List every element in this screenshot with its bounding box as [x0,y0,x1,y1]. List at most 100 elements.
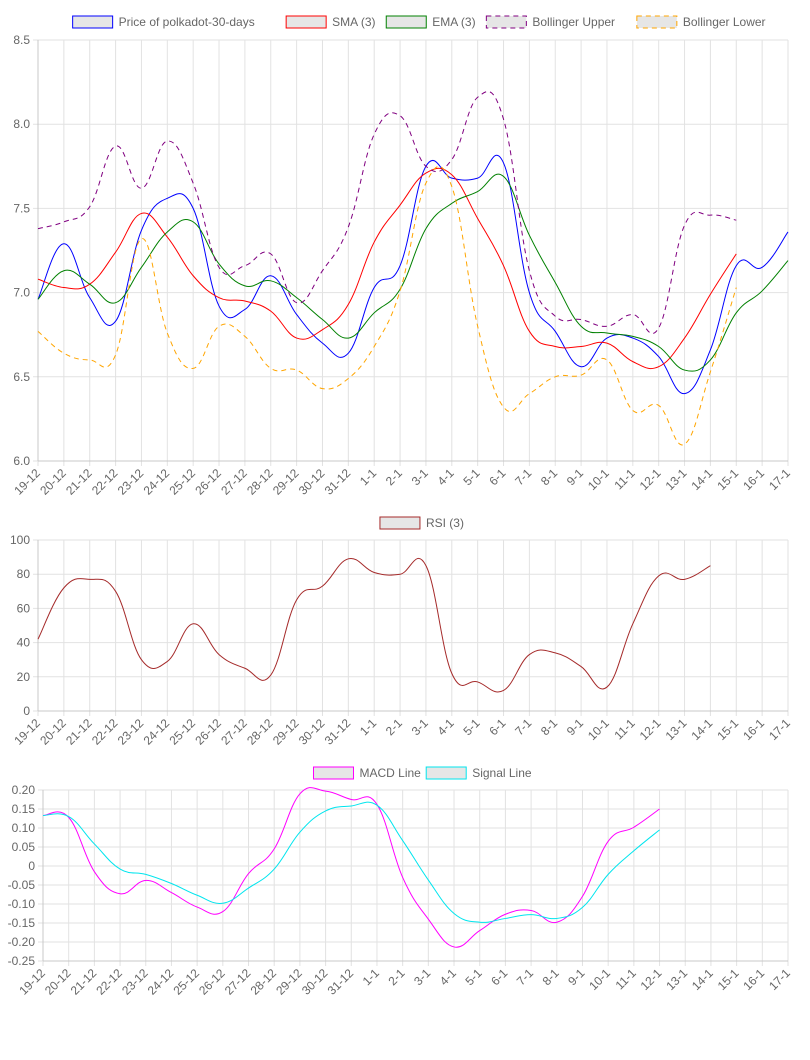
x-tick-label: 2-1 [385,966,407,988]
x-tick-label: 17-1 [766,966,793,993]
x-tick-label: 20-12 [37,466,69,498]
y-tick-label: 8.0 [13,117,30,131]
y-tick-label: 80 [17,567,31,581]
x-tick-label: 8-1 [538,716,560,738]
x-tick-label: 23-12 [119,966,151,998]
x-tick-label: 24-12 [141,716,173,748]
x-tick-label: 11-1 [612,716,638,742]
legend-item: Signal Line [425,766,532,780]
x-tick-label: 5-1 [460,466,482,488]
x-tick-label: 27-12 [218,466,250,498]
x-tick-label: 30-12 [296,716,328,748]
legend-item: Price of polkadot-30-days [72,15,255,29]
x-tick-label: 3-1 [411,966,433,988]
legend: MACD Line Signal Line [313,766,532,780]
x-tick-label: 23-12 [115,716,147,748]
y-tick-label: 100 [10,533,30,547]
x-tick-label: 9-1 [564,466,586,488]
y-tick-label: 0.10 [12,821,36,835]
x-tick-label: 12-1 [638,966,665,993]
legend-label: Price of polkadot-30-days [119,15,255,29]
x-tick-label: 15-1 [714,466,741,493]
x-tick-label: 26-12 [192,716,224,748]
legend-swatch [636,15,678,29]
x-tick-label: 10-1 [586,966,613,993]
x-tick-label: 26-12 [192,466,224,498]
y-tick-label: 40 [17,636,31,650]
x-tick-label: 28-12 [248,966,280,998]
x-tick-label: 30-12 [296,466,328,498]
series-line-1 [42,787,660,948]
y-tick-label: 0.05 [12,840,36,854]
legend-label: RSI (3) [426,516,464,530]
x-tick-label: 13-1 [663,966,690,993]
x-tick-label: 1-1 [357,466,379,488]
x-tick-label: 4-1 [435,466,457,488]
x-tick-label: 23-12 [115,466,147,498]
x-tick-label: 22-12 [93,966,125,998]
y-tick-label: -0.05 [8,878,36,892]
x-tick-label: 10-1 [585,716,612,743]
series-line-3 [37,173,789,372]
x-tick-label: 14-1 [688,716,715,743]
y-tick-label: 60 [17,601,31,615]
y-tick-label: 0 [28,859,35,873]
x-tick-label: 21-12 [63,466,95,498]
x-tick-label: 16-1 [740,966,767,993]
y-tick-label: -0.10 [8,897,36,911]
legend-label: MACD Line [360,766,422,780]
x-tick-label: 25-12 [167,716,199,748]
legend: Price of polkadot-30-days SMA (3) EMA (3) B… [72,15,766,29]
x-tick-label: 7-1 [514,966,536,988]
legend-item: EMA (3) [385,15,476,29]
x-tick-label: 20-12 [42,966,74,998]
x-tick-label: 8-1 [540,966,562,988]
x-tick-label: 3-1 [409,716,431,738]
chart-3: -0.25 -0.20 -0.15 -0.10 -0.05 0 0.05 0.10 0.15 0.… [8,766,794,998]
x-tick-label: 21-12 [68,966,100,998]
x-tick-label: 22-12 [89,466,121,498]
x-tick-label: 31-12 [322,716,354,748]
y-tick-label: 6.5 [13,370,30,384]
x-tick-label: 24-12 [145,966,177,998]
series-line-5 [37,165,737,446]
x-tick-label: 26-12 [196,966,228,998]
x-tick-label: 19-12 [11,716,43,748]
x-tick-label: 27-12 [222,966,254,998]
x-tick-label: 4-1 [435,716,457,738]
x-tick-label: 2-1 [383,466,405,488]
x-tick-label: 13-1 [663,716,690,743]
y-tick-label: 20 [17,670,31,684]
legend-swatch [313,766,354,780]
series-line-4 [37,90,737,334]
y-tick-label: -0.20 [8,935,36,949]
legend-item: MACD Line [313,766,422,780]
legend-item: Bollinger Lower [636,15,766,29]
legend-label: SMA (3) [332,15,375,29]
x-tick-label: 22-12 [89,716,121,748]
x-tick-label: 5-1 [463,966,485,988]
x-tick-label: 21-12 [63,716,95,748]
legend-label: EMA (3) [432,15,475,29]
x-tick-label: 8-1 [538,466,560,488]
y-tick-label: -0.15 [8,916,36,930]
x-tick-label: 28-12 [244,716,276,748]
x-tick-label: 30-12 [299,966,331,998]
y-tick-label: 6.0 [13,454,30,468]
x-tick-label: 17-1 [766,716,793,743]
x-tick-label: 6-1 [486,466,508,488]
y-tick-label: 0.20 [12,783,36,797]
x-tick-label: 13-1 [663,466,690,493]
legend-label: Bollinger Lower [683,15,766,29]
x-tick-label: 29-12 [270,716,302,748]
x-tick-label: 16-1 [740,466,767,493]
series-line-2 [42,801,660,923]
legend-label: Bollinger Upper [532,15,615,29]
x-tick-label: 29-12 [273,966,305,998]
legend-swatch [485,15,527,29]
x-tick-label: 17-1 [766,466,793,493]
x-tick-label: 4-1 [437,966,459,988]
legend-swatch [379,516,421,530]
